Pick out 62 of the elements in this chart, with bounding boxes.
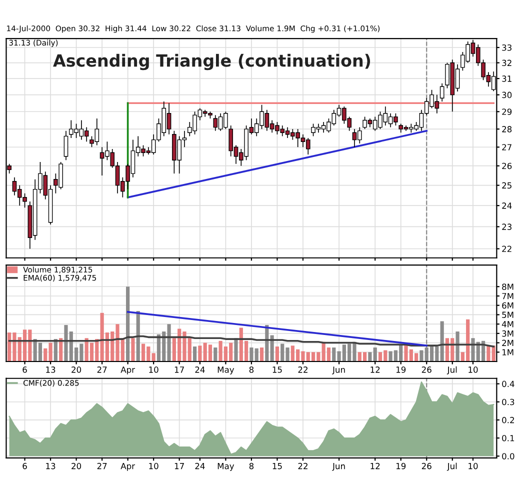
y-tick-label: 23 [502, 224, 512, 230]
x-tick-label: 10 [468, 366, 478, 373]
x-tick-label: Apr [120, 463, 136, 471]
y-tick-label: 0.2 [502, 416, 514, 424]
y-tick-label: 0.1 [502, 435, 514, 442]
x-tick-label: 19 [396, 462, 406, 470]
y-tick-label: 8M [502, 284, 514, 290]
x-tick-label: 8 [249, 366, 254, 373]
x-tick-label: 10 [149, 366, 158, 373]
x-tick-label: 8 [249, 462, 254, 470]
x-tick-label: 15 [272, 366, 282, 373]
x-tick-label: May [218, 366, 234, 374]
x-tick-label: 26 [422, 462, 432, 470]
x-tick-label: 27 [97, 462, 107, 470]
y-tick-label: 7M [502, 293, 514, 300]
y-tick-label: 4M [502, 321, 514, 328]
x-tick-label: 17 [174, 463, 184, 470]
y-tick-label: 30 [502, 92, 512, 98]
x-tick-label: 6 [22, 462, 27, 470]
x-tick-label: 12 [370, 366, 380, 373]
y-tick-label: 5M [502, 312, 514, 318]
y-tick-label: 29 [502, 108, 512, 115]
y-tick-label: 26 [502, 162, 512, 170]
x-tick-label: Apr [120, 366, 136, 374]
y-tick-label: 28 [502, 126, 512, 132]
x-tick-label: 17 [174, 366, 184, 373]
x-tick-label: Jun [332, 366, 345, 374]
x-tick-label: 22 [298, 366, 308, 373]
x-tick-label: 20 [72, 462, 82, 470]
x-tick-label: Jun [332, 463, 345, 471]
y-tick-label: 31 [502, 76, 512, 82]
y-tick-label: 0.4 [502, 380, 514, 388]
x-tick-label: 24 [195, 366, 205, 373]
x-tick-label: 13 [46, 462, 56, 470]
x-tick-label: Jul [446, 462, 457, 471]
x-tick-label: 26 [422, 366, 432, 373]
y-tick-label: 32 [502, 60, 512, 66]
y-tick-label: 22 [502, 246, 512, 252]
y-tick-label: 33 [502, 44, 512, 51]
y-tick-label: 25 [502, 182, 512, 189]
x-tick-label: 19 [396, 366, 406, 373]
x-tick-label: 24 [195, 462, 205, 470]
x-tick-label: 10 [149, 462, 158, 470]
y-tick-label: 3M [502, 330, 514, 337]
y-tick-label: 24 [502, 202, 512, 209]
x-tick-label: 12 [370, 462, 380, 470]
y-tick-label: 1M [502, 349, 514, 356]
x-tick-label: May [218, 463, 234, 471]
x-tick-label: 10 [468, 462, 478, 470]
y-tick-label: 6M [502, 302, 514, 309]
x-tick-label: 6 [22, 366, 27, 373]
x-tick-label: 15 [272, 463, 282, 470]
y-tick-label: 2M [502, 340, 514, 346]
y-tick-label: 0.3 [502, 398, 514, 406]
y-tick-label: 0.0 [502, 453, 514, 460]
x-tick-label: 22 [298, 462, 308, 470]
x-tick-label: 20 [72, 366, 82, 373]
x-tick-label: Jul [446, 366, 457, 374]
x-tick-label: 27 [97, 366, 107, 373]
x-tick-label: 13 [46, 366, 56, 373]
text: Ascending Triangle (continuation) [53, 54, 370, 70]
y-tick-label: 27 [502, 144, 512, 150]
